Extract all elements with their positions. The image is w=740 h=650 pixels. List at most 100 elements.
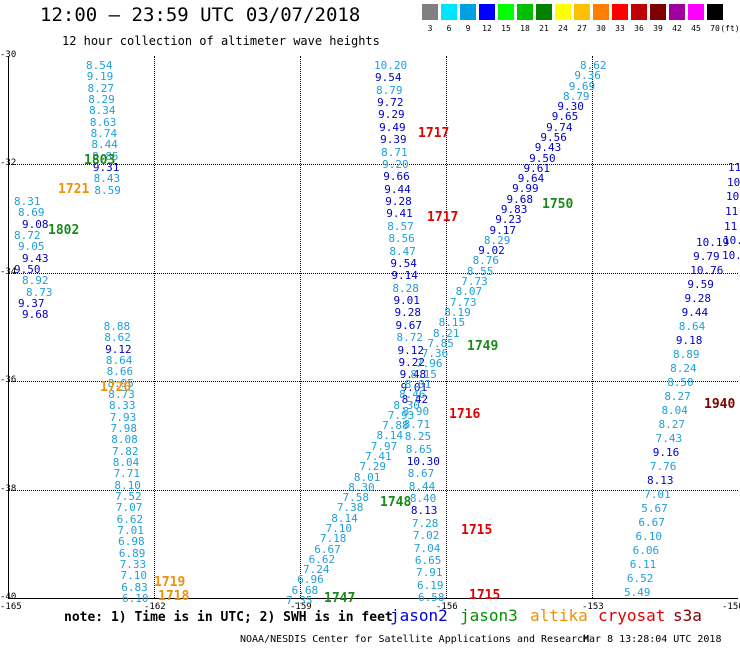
wave-height-value: 9.36 [574,69,601,83]
wave-height-value: 6.19 [416,578,444,592]
wave-height-value: 10.7 [726,190,740,204]
wave-height-value: 9.68 [22,308,49,322]
wave-height-value: 8.29 [88,93,115,107]
wave-height-value: 9.72 [377,96,404,110]
wave-height-value: 10. [727,175,740,189]
scale-swatch [536,4,552,20]
wave-height-value: 8.65 [405,442,433,456]
wave-height-value: 9.54 [390,256,417,270]
wave-height-value: 8.62 [104,331,131,345]
wave-height-value: 7.73 [461,275,488,289]
scale-swatch [422,4,438,20]
wave-height-value: 8.07 [455,285,483,299]
scale-label: 12 [482,24,492,33]
wave-height-value: 7.01 [117,523,144,537]
wave-height-value: 10.20 [374,59,408,72]
parallel-line [8,489,738,491]
wave-height-value: 9.22 [398,355,426,369]
pass-time-label: 1719 [154,575,186,590]
wave-height-value: 11 [728,161,740,174]
wave-height-value: 8.24 [670,362,697,375]
wave-height-value: 6.62 [308,552,336,566]
wave-height-value: 9.50 [529,151,556,165]
wave-height-value: 7.93 [387,408,415,422]
wave-height-value: 6.67 [314,542,341,556]
wave-height-value: 8.01 [353,470,381,484]
pass-time-label: 1940 [704,397,736,412]
meridian-line [154,56,155,598]
scale-label: 9 [465,24,471,33]
pass-time-label: 1716 [449,407,481,422]
pass-time-label: 1717 [427,210,459,225]
pass-time-label: 1803 [84,153,116,168]
legend-s3a: s3a [673,606,702,625]
scale-swatch [631,4,647,20]
wave-height-value: 9.66 [383,170,410,184]
wave-height-value: 9.20 [382,157,409,171]
wave-height-value: 8.64 [105,353,133,367]
wave-height-value: 8.74 [90,127,118,141]
scale-label: 39 [653,24,663,33]
wave-height-value: 8.47 [389,244,416,258]
wave-height-value: 8.15 [438,316,466,330]
wave-height-value: 9.37 [18,297,45,311]
wave-height-value: 9.14 [391,269,418,283]
scale-swatch [441,4,457,20]
parallel-line [8,164,738,166]
note-text: note: 1) Time is in UTC; 2) SWH is in fe… [64,610,393,625]
lat-tick-label: -30 [0,50,17,60]
wave-height-value: 7.97 [370,439,398,453]
wave-height-value: 8.90 [402,405,430,419]
wave-height-value: 8.56 [388,232,415,246]
wave-height-value: 8.64 [678,320,706,333]
wave-height-value: 8.21 [433,326,460,340]
wave-height-value: 10.97 [722,249,740,262]
wave-height-value: 6.52 [626,572,654,585]
wave-height-value: 9.28 [394,306,421,320]
wave-height-value: 7.85 [427,336,454,350]
wave-height-value: 7.96 [416,357,443,371]
wave-height-value: 9.44 [681,306,709,319]
wave-height-value: 7.58 [342,491,370,505]
wave-height-value: 9.67 [395,318,422,332]
wave-height-value: 7.18 [319,532,347,546]
pass-time-label: 1721 [58,182,90,197]
wave-height-value: 9.79 [693,250,720,263]
wave-height-value: 8.15 [410,367,437,381]
wave-height-value: 6.62 [116,512,144,526]
footer-timestamp: Mar 8 13:28:04 UTC 2018 [583,634,722,645]
wave-height-value: 7.52 [115,489,142,503]
wave-height-value: 9.16 [652,446,680,459]
scale-label: 45 [691,24,701,33]
scale-label: 70 [710,24,720,33]
wave-height-value: 8.62 [580,59,607,72]
wave-height-value: 8.85 [92,149,119,163]
wave-height-value: 6.98 [118,535,145,549]
wave-height-value: 7.76 [649,460,677,473]
wave-height-value: 7.28 [411,516,439,530]
wave-height-value: 8.67 [407,467,435,481]
wave-height-value: 8.50 [667,376,694,389]
wave-height-value: 7.01 [644,488,671,501]
wave-height-value: 8.27 [87,81,115,95]
wave-height-value: 9.68 [506,192,534,206]
wave-height-value: 8.43 [93,172,121,186]
parallel-line [8,381,738,383]
lat-tick-label: -38 [0,483,17,494]
wave-height-value: 8.72 [396,331,424,345]
wave-height-value: 8.04 [661,404,688,417]
wave-height-value: 7.82 [112,444,139,458]
wave-height-value: 9.61 [523,161,550,175]
wave-height-value: 7.10 [120,569,147,583]
wave-height-value: 8.14 [331,511,358,525]
wave-height-value: 8.30 [393,398,420,412]
wave-height-value: 6.89 [118,546,146,560]
scale-swatch [688,4,704,20]
scale-label: 36 [634,24,644,33]
pass-time-label: 1718 [158,589,190,604]
wave-height-value: 8.79 [563,89,590,103]
wave-height-value: 9.44 [384,182,411,196]
wave-height-value: 9.28 [385,195,412,209]
wave-height-value: 8.13 [647,474,674,487]
scale-swatch [612,4,628,20]
